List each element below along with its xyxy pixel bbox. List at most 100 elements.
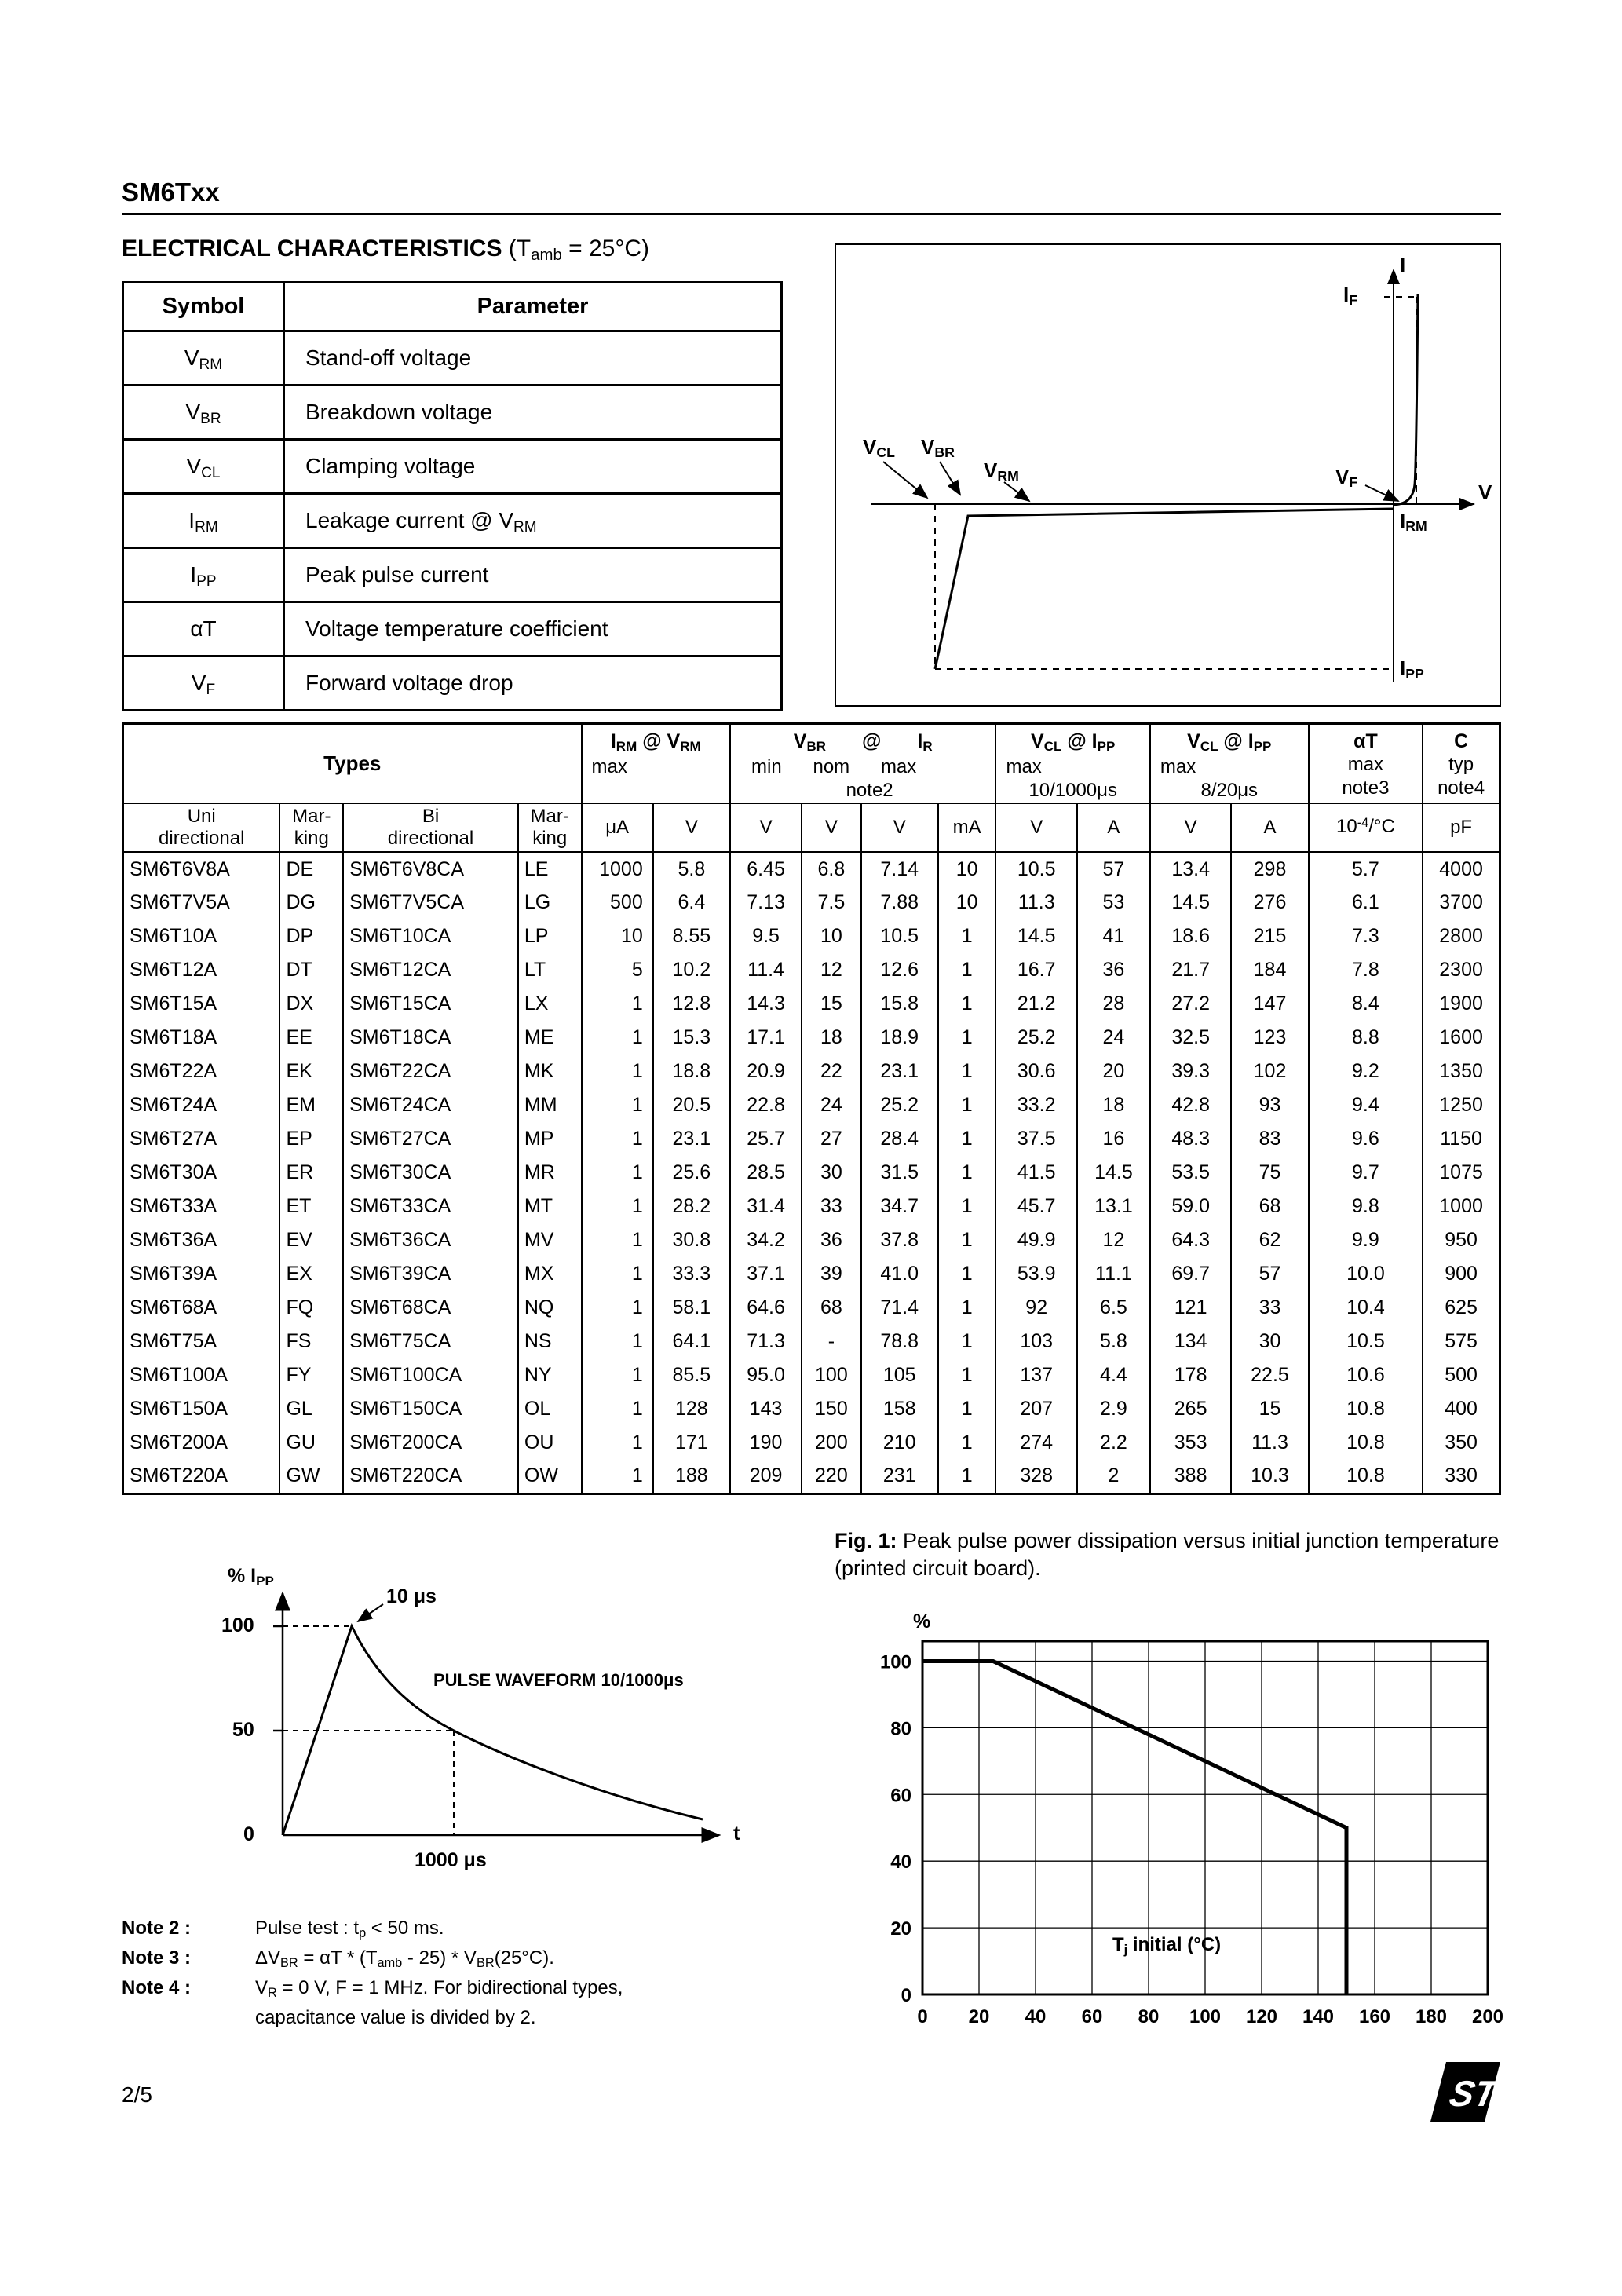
value-cell: 85.5 (652, 1358, 731, 1392)
uni-part-number: SM6T39A (122, 1257, 281, 1291)
value-cell: 28 (1076, 987, 1151, 1021)
value-cell: 71.4 (860, 1291, 939, 1325)
pulse-waveform-svg (273, 1591, 721, 1843)
parameter-cell: Forward voltage drop (283, 655, 783, 711)
note-3-label: Note 3 : (122, 1947, 192, 1969)
bi-marking: NS (517, 1325, 583, 1358)
vbr-nom: nom (813, 756, 850, 777)
x-tick-label: 40 (1025, 2006, 1047, 2027)
value-cell: 15.8 (860, 987, 939, 1021)
bi-part-number: SM6T22CA (342, 1055, 519, 1088)
pulse-ytick-0: 0 (243, 1823, 254, 1845)
uni-part-number: SM6T75A (122, 1325, 281, 1358)
value-cell: 134 (1149, 1325, 1233, 1358)
bi-part-number: SM6T15CA (342, 987, 519, 1021)
value-cell: 8.8 (1307, 1021, 1424, 1055)
pulse-ytick-100: 100 (221, 1614, 254, 1636)
value-cell: 62 (1230, 1223, 1310, 1257)
value-cell: 20 (1076, 1055, 1151, 1088)
uni-marking: GL (279, 1392, 345, 1426)
irm-label: IRM (1400, 509, 1427, 535)
value-cell: 18.8 (652, 1055, 731, 1088)
x-tick-label: 60 (1082, 2006, 1103, 2027)
value-cell: 69.7 (1149, 1257, 1233, 1291)
value-cell: 33.3 (652, 1257, 731, 1291)
uni-part-number: SM6T36A (122, 1223, 281, 1257)
value-cell: 37.1 (729, 1257, 803, 1291)
bi-marking: OL (517, 1392, 583, 1426)
value-cell: 7.8 (1307, 953, 1424, 987)
10us-arrow (356, 1603, 384, 1623)
vcl2-max: max (1160, 756, 1196, 777)
uni-marking: DE (279, 852, 345, 886)
value-cell: 1 (580, 1156, 654, 1190)
value-cell: 9.6 (1307, 1122, 1424, 1156)
value-cell: 4000 (1422, 852, 1501, 886)
vbr-symbol: VBR (793, 730, 827, 755)
parameter-col-header: Parameter (283, 281, 783, 332)
value-cell: 14.5 (1149, 886, 1233, 919)
pulse-waveform-chart: % IPP 100 50 0 10 μs PULSE WAVEFORM 10/1… (181, 1559, 762, 1904)
value-cell: 1350 (1422, 1055, 1501, 1088)
st-logo-svg: ST (1430, 2062, 1503, 2122)
alpha-t-note3: note3 (1342, 777, 1390, 799)
value-cell: 1250 (1422, 1088, 1501, 1122)
value-cell: 31.5 (860, 1156, 939, 1190)
value-cell: 200 (801, 1426, 862, 1460)
value-cell: 57 (1230, 1257, 1310, 1291)
value-cell: 48.3 (1149, 1122, 1233, 1156)
value-cell: 1075 (1422, 1156, 1501, 1190)
type-column-header: Mar- king (279, 803, 345, 853)
page-number: 2/5 (122, 2082, 152, 2107)
bi-part-number: SM6T24CA (342, 1088, 519, 1122)
bi-marking: MP (517, 1122, 583, 1156)
part-row: SM6T7V5A DG SM6T7V5CA LG 500 6.4 7.13 7.5 7.88 10… (122, 886, 1501, 919)
vbr-min: min (751, 756, 782, 777)
bi-marking: LP (517, 919, 583, 953)
value-cell: 33.2 (995, 1088, 1078, 1122)
bi-marking: ME (517, 1021, 583, 1055)
st-logo-shape (1430, 2062, 1500, 2122)
value-cell: 13.4 (1149, 852, 1233, 886)
parameter-cell: Stand-off voltage (283, 330, 783, 386)
bi-part-number: SM6T200CA (342, 1426, 519, 1460)
note-2-label: Note 2 : (122, 1918, 192, 1939)
vbr-header: VBR @ IR min nom max note2 (729, 723, 997, 804)
value-cell: 14.5 (995, 919, 1078, 953)
value-cell: 10.8 (1307, 1426, 1424, 1460)
value-cell: 6.45 (729, 852, 803, 886)
vcl-10-1000-header: VCL @ IPP max 10/1000μs (995, 723, 1151, 804)
value-cell: 350 (1422, 1426, 1501, 1460)
part-row: SM6T68A FQ SM6T68CA NQ 1 58.1 64.6 68 71.4 1 92 6.5… (122, 1291, 1501, 1325)
pulse-title: PULSE WAVEFORM 10/1000μs (433, 1670, 684, 1690)
bi-part-number: SM6T33CA (342, 1190, 519, 1223)
part-row: SM6T36A EV SM6T36CA MV 1 30.8 34.2 36 37.8 1 49.9 1… (122, 1223, 1501, 1257)
value-cell: 10.8 (1307, 1392, 1424, 1426)
unit-header: V (1149, 803, 1233, 853)
value-cell: 41.5 (995, 1156, 1078, 1190)
uni-marking: DP (279, 919, 345, 953)
value-cell: 28.4 (860, 1122, 939, 1156)
bi-part-number: SM6T36CA (342, 1223, 519, 1257)
value-cell: 14.3 (729, 987, 803, 1021)
value-cell: 39 (801, 1257, 862, 1291)
value-cell: 6.5 (1076, 1291, 1151, 1325)
bi-part-number: SM6T39CA (342, 1257, 519, 1291)
unit-header: V (995, 803, 1078, 853)
value-cell: 2.9 (1076, 1392, 1151, 1426)
figure1-caption: Fig. 1: Peak pulse power dissipation ver… (835, 1527, 1518, 1582)
value-cell: 1 (580, 1358, 654, 1392)
bi-part-number: SM6T18CA (342, 1021, 519, 1055)
capacitance-typ: typ (1448, 754, 1474, 775)
y-tick-label: 100 (880, 1651, 911, 1673)
value-cell: 2.2 (1076, 1426, 1151, 1460)
uni-marking: EP (279, 1122, 345, 1156)
value-cell: 1 (580, 1021, 654, 1055)
value-cell: 121 (1149, 1291, 1233, 1325)
part-row: SM6T150A GL SM6T150CA OL 1 128 143 150 158 1 207 2.… (122, 1392, 1501, 1426)
value-cell: 103 (995, 1325, 1078, 1358)
value-cell: 31.4 (729, 1190, 803, 1223)
uni-part-number: SM6T68A (122, 1291, 281, 1325)
value-cell: 1 (937, 1426, 997, 1460)
value-cell: 24 (1076, 1021, 1151, 1055)
